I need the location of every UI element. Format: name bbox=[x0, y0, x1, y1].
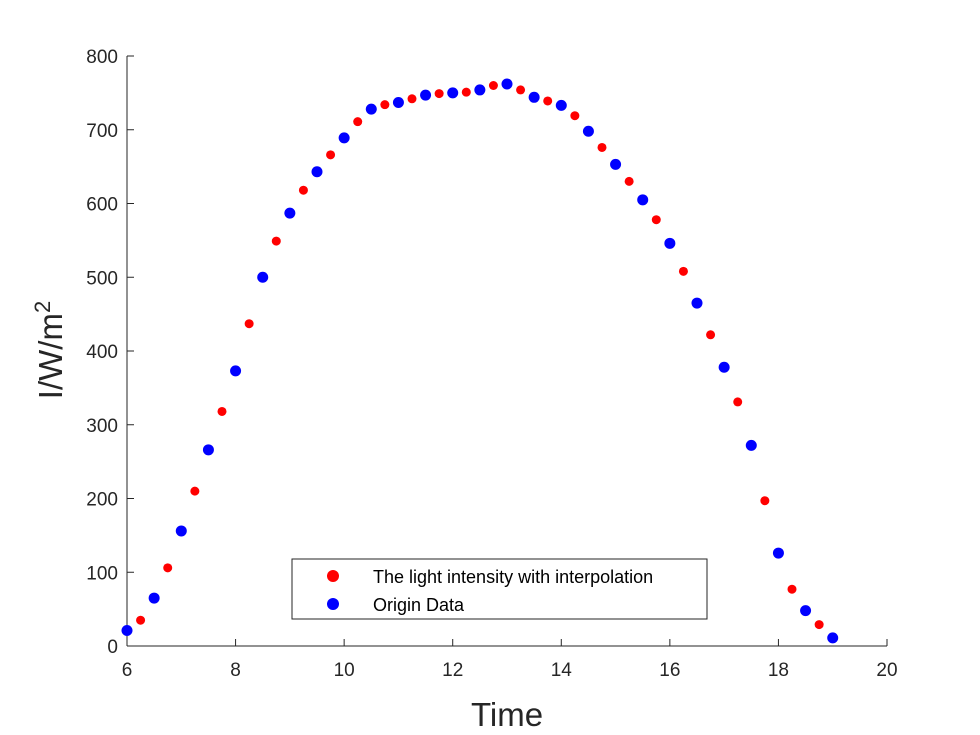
y-axis-title: I/W/m2 bbox=[30, 301, 69, 399]
legend-marker-origin bbox=[327, 598, 339, 610]
x-tick-label: 14 bbox=[551, 660, 573, 681]
legend: The light intensity with interpolation O… bbox=[291, 558, 708, 620]
interpolation-point bbox=[217, 406, 227, 416]
x-axis-title: Time bbox=[471, 696, 543, 733]
interpolation-point bbox=[136, 615, 146, 625]
interpolation-point bbox=[244, 319, 254, 329]
x-tick-label: 12 bbox=[442, 660, 463, 681]
origin-data-point bbox=[420, 89, 432, 101]
x-tick-label: 10 bbox=[334, 660, 355, 681]
y-tick-label: 300 bbox=[86, 416, 118, 437]
origin-data-point bbox=[447, 87, 459, 99]
y-axis-ticks: 0 100 200 300 400 500 600 700 800 bbox=[86, 47, 134, 658]
interpolation-point bbox=[543, 96, 553, 106]
interpolation-point bbox=[326, 150, 336, 160]
interpolation-point bbox=[651, 215, 661, 225]
origin-data-point bbox=[284, 207, 296, 219]
origin-data-point bbox=[827, 632, 839, 644]
origin-data-point bbox=[474, 84, 486, 96]
origin-data-point bbox=[610, 158, 622, 170]
origin-data-point bbox=[365, 103, 377, 115]
origin-data-point bbox=[772, 547, 784, 559]
origin-data-point bbox=[230, 365, 242, 377]
origin-data-point bbox=[555, 99, 567, 111]
interpolation-point bbox=[298, 185, 308, 195]
origin-series-points bbox=[121, 78, 839, 644]
interpolation-point bbox=[271, 236, 281, 246]
legend-label-origin: Origin Data bbox=[373, 595, 465, 615]
interpolation-point bbox=[733, 397, 743, 407]
origin-data-point bbox=[691, 297, 703, 309]
interpolation-point bbox=[461, 87, 471, 97]
x-axis-ticks: 6 8 10 12 14 16 18 20 bbox=[122, 639, 898, 681]
origin-data-point bbox=[582, 125, 594, 137]
interpolation-point bbox=[814, 620, 824, 630]
interpolation-point bbox=[380, 100, 390, 110]
interpolation-point bbox=[407, 94, 417, 104]
origin-data-point bbox=[148, 592, 160, 604]
y-tick-label: 400 bbox=[86, 342, 118, 363]
origin-data-point bbox=[257, 271, 269, 283]
interpolation-point bbox=[597, 142, 607, 152]
origin-data-point bbox=[718, 361, 730, 373]
interpolation-point bbox=[678, 266, 688, 276]
origin-data-point bbox=[202, 444, 214, 456]
origin-data-point bbox=[501, 78, 513, 90]
y-tick-label: 800 bbox=[86, 47, 118, 68]
y-tick-label: 700 bbox=[86, 121, 118, 142]
origin-data-point bbox=[311, 166, 323, 178]
interpolation-point bbox=[488, 81, 498, 90]
origin-data-point bbox=[121, 625, 133, 637]
legend-marker-interpolation bbox=[327, 570, 339, 582]
interpolation-point bbox=[353, 117, 363, 127]
origin-data-point bbox=[637, 194, 649, 206]
y-axis-title-main: I/W/m bbox=[32, 313, 69, 399]
y-tick-label: 100 bbox=[86, 563, 118, 584]
y-axis-title-superscript: 2 bbox=[30, 301, 55, 313]
interpolation-point bbox=[760, 496, 770, 506]
origin-data-point bbox=[175, 525, 187, 537]
interpolation-point bbox=[787, 584, 797, 594]
interpolation-point bbox=[190, 486, 200, 496]
legend-box bbox=[291, 558, 708, 620]
interpolation-series-points bbox=[136, 81, 824, 630]
origin-data-point bbox=[800, 605, 812, 617]
interpolation-point bbox=[516, 85, 526, 95]
plot-area: 6 8 10 12 14 16 18 20 0 100 200 300 400 500 600 700 800 bbox=[86, 47, 897, 681]
x-tick-label: 16 bbox=[659, 660, 680, 681]
legend-label-interpolation: The light intensity with interpolation bbox=[373, 567, 653, 587]
interpolation-point bbox=[163, 563, 173, 573]
interpolation-point bbox=[434, 89, 444, 99]
y-tick-label: 200 bbox=[86, 490, 118, 511]
interpolation-point bbox=[624, 176, 634, 186]
interpolation-point bbox=[706, 330, 716, 340]
origin-data-point bbox=[338, 132, 350, 144]
y-tick-label: 500 bbox=[86, 268, 118, 289]
origin-data-point bbox=[664, 237, 676, 249]
origin-data-point bbox=[745, 439, 757, 451]
y-tick-label: 600 bbox=[86, 195, 118, 216]
x-tick-label: 8 bbox=[230, 660, 241, 681]
x-tick-label: 20 bbox=[876, 660, 897, 681]
origin-data-point bbox=[528, 91, 540, 103]
y-tick-label: 0 bbox=[107, 637, 118, 658]
x-tick-label: 6 bbox=[122, 660, 133, 681]
origin-data-point bbox=[392, 96, 404, 108]
interpolation-point bbox=[570, 111, 580, 121]
x-tick-label: 18 bbox=[768, 660, 789, 681]
